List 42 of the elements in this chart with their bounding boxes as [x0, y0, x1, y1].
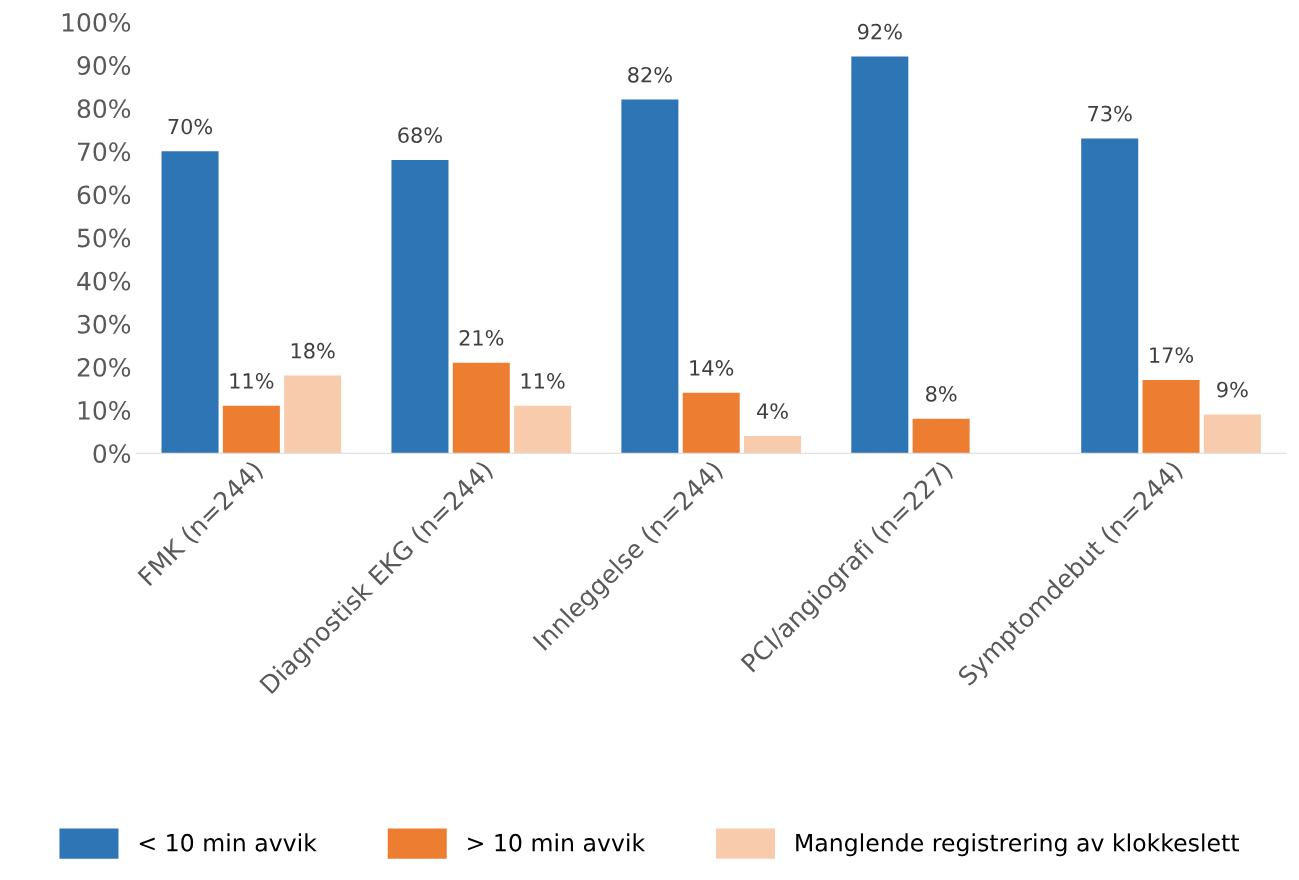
- data-label: 14%: [690, 360, 734, 376]
- data-label: 18%: [291, 342, 335, 359]
- data-label: 8%: [926, 385, 957, 402]
- data-label: 4%: [757, 403, 788, 419]
- data-label: 11%: [230, 373, 274, 389]
- bar: [912, 418, 970, 454]
- y-tick-label: 70%: [78, 142, 131, 162]
- data-label: 21%: [459, 329, 504, 346]
- data-label: 9%: [1217, 381, 1248, 398]
- bar: [1142, 379, 1200, 454]
- legend-label: > 10 min avvik: [468, 833, 646, 852]
- data-label: 68%: [398, 127, 442, 144]
- bar: [851, 56, 909, 454]
- y-tick-label: 0%: [93, 444, 131, 464]
- y-tick-label: 40%: [77, 271, 131, 291]
- bar: [391, 159, 449, 454]
- data-label: 82%: [628, 66, 672, 83]
- bar: [452, 362, 510, 454]
- y-tick-label: 10%: [78, 401, 131, 420]
- bar: [1081, 138, 1139, 454]
- data-label: 92%: [857, 23, 902, 40]
- bar: [621, 99, 679, 454]
- bar: [1203, 414, 1261, 454]
- bar: [514, 405, 572, 454]
- y-tick-label: 80%: [77, 99, 131, 119]
- data-label: 17%: [1150, 347, 1194, 363]
- bar: [222, 405, 280, 454]
- bar: [161, 151, 219, 454]
- bar: [284, 375, 342, 454]
- data-label: 73%: [1088, 105, 1132, 122]
- y-tick-label: 30%: [77, 314, 131, 334]
- y-tick-label: 50%: [77, 228, 131, 248]
- bar: [682, 392, 740, 454]
- y-tick-label: 100%: [62, 12, 131, 32]
- y-tick-label: 90%: [77, 56, 131, 75]
- data-label: 11%: [521, 373, 565, 389]
- y-tick-label: 20%: [77, 357, 131, 377]
- bar: [744, 435, 802, 454]
- legend-label: < 10 min avvik: [139, 833, 317, 852]
- legend-label: Manglende registrering av klokkeslett: [796, 833, 1239, 857]
- data-label: 70%: [168, 118, 213, 135]
- y-tick-label: 60%: [77, 185, 131, 205]
